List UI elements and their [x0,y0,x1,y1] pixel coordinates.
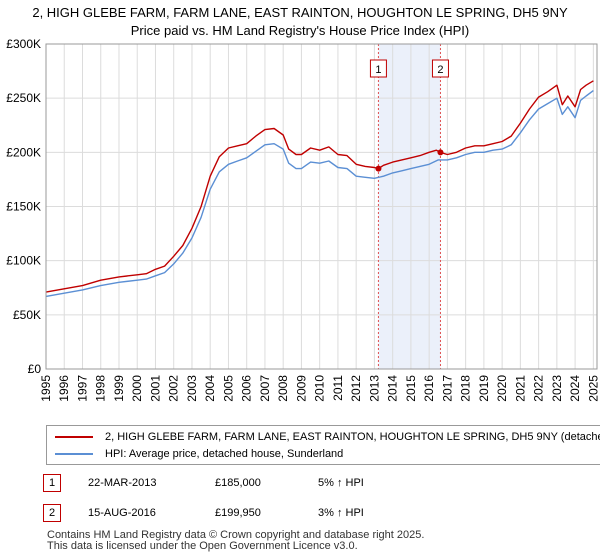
x-tick-label: 1996 [57,375,71,402]
x-tick-label: 2009 [294,375,308,402]
footer: Contains HM Land Registry data © Crown c… [47,530,424,552]
sale-marker-label: 2 [437,64,443,76]
y-tick-label: £150K [6,200,41,214]
x-tick-label: 2014 [386,375,400,402]
footer-licence: This data is licensed under the Open Gov… [47,540,358,552]
x-tick-label: 2019 [477,375,491,402]
chart-title: 2, HIGH GLEBE FARM, FARM LANE, EAST RAIN… [32,5,568,20]
hpi-line [45,90,594,298]
chart-subtitle: Price paid vs. HM Land Registry's House … [130,23,470,38]
x-tick-label: 2023 [550,375,564,402]
transaction-date: 15-AUG-2016 [88,507,156,519]
x-tick-label: 2025 [586,375,600,402]
sale-point [375,165,382,172]
footer-copyright: Contains HM Land Registry data © Crown c… [47,529,425,541]
x-tick-label: 2020 [495,375,509,402]
x-tick-label: 2008 [276,375,290,402]
x-tick-label: 1999 [112,375,126,402]
legend-item-hpi: HPI: Average price, detached house, Sund… [55,446,343,462]
sale-marker-badge [431,59,449,78]
x-tick-label: 2003 [185,375,199,402]
y-tick-label: £200K [6,145,41,159]
y-tick-label: £0 [28,362,42,376]
x-tick-label: 2012 [349,375,363,402]
transaction-price: £199,950 [215,507,261,519]
y-tick-label: £250K [6,91,41,105]
transaction-badge: 2 [43,504,61,522]
x-tick-label: 2015 [404,375,418,402]
y-tick-label: £300K [6,37,41,51]
x-tick-label: 2001 [148,375,162,402]
plot-border [45,43,598,370]
x-tick-label: 2007 [258,375,272,402]
x-tick-label: 2021 [513,375,527,402]
legend-label-hpi: HPI: Average price, detached house, Sund… [105,448,344,460]
transaction-hpi: 3% ↑ HPI [318,507,364,519]
x-tick-label: 2018 [459,375,473,402]
legend-item-property: 2, HIGH GLEBE FARM, FARM LANE, EAST RAIN… [55,429,600,445]
sale-marker-label: 1 [375,64,381,76]
y-tick-label: £50K [13,308,41,322]
x-tick-label: 2000 [130,375,144,402]
x-tick-label: 2004 [203,375,217,402]
sale-marker-badge [369,59,387,78]
x-tick-label: 2002 [167,375,181,402]
legend-label-property: 2, HIGH GLEBE FARM, FARM LANE, EAST RAIN… [105,431,600,443]
x-tick-label: 2016 [422,375,436,402]
price-chart: £0 £50K £100K £150K £200K £250K £300K 1995 1996 1… [6,37,600,402]
x-tick-label: 2022 [532,375,546,402]
x-tick-label: 2013 [367,375,381,402]
x-tick-label: 1995 [39,375,53,402]
property-price-line [45,80,594,293]
x-tick-label: 2010 [313,375,327,402]
transaction-price: £185,000 [215,477,261,489]
x-tick-label: 2017 [440,375,454,402]
chart-legend: 2, HIGH GLEBE FARM, FARM LANE, EAST RAIN… [46,425,600,465]
y-tick-label: £100K [6,254,41,268]
transaction-date: 22-MAR-2013 [88,477,157,489]
sale-point [437,149,444,156]
x-tick-label: 1997 [75,375,89,402]
x-tick-label: 2011 [331,375,345,401]
transaction-badge: 1 [43,474,61,492]
legend-swatch-property [55,436,93,438]
transaction-hpi: 5% ↑ HPI [318,477,364,489]
x-tick-label: 2005 [221,375,235,402]
x-tick-label: 2006 [240,375,254,402]
x-tick-label: 2024 [568,375,582,402]
x-tick-label: 1998 [94,375,108,402]
legend-swatch-hpi [55,453,93,455]
